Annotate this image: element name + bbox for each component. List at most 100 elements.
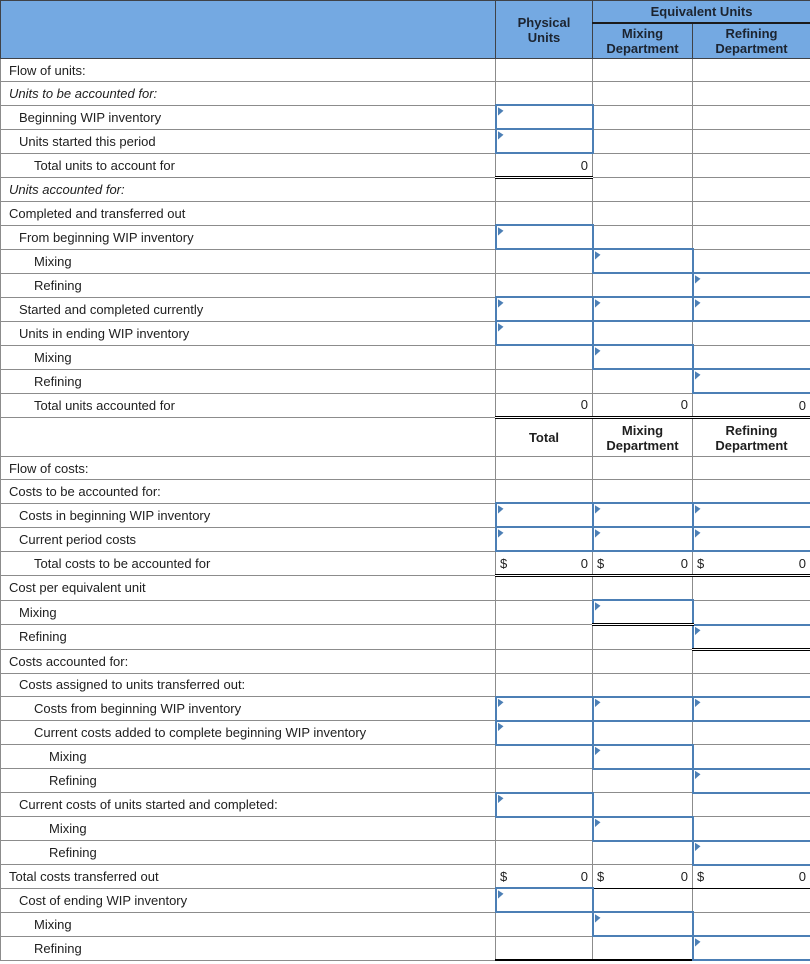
input-cell[interactable] — [496, 793, 593, 817]
input-marker-icon — [695, 938, 701, 947]
input-marker-icon — [498, 723, 504, 732]
empty-cell — [693, 202, 810, 226]
empty-cell — [496, 59, 593, 82]
table-row: Refining — [1, 273, 810, 297]
total-value: 0 — [799, 556, 806, 571]
input-cell[interactable] — [693, 369, 810, 393]
empty-cell — [496, 600, 593, 625]
empty-cell — [496, 178, 593, 202]
input-cell[interactable] — [693, 936, 810, 960]
empty-cell — [496, 480, 593, 504]
input-cell[interactable] — [693, 697, 810, 721]
input-cell[interactable] — [693, 527, 810, 551]
input-cell[interactable] — [496, 297, 593, 321]
empty-cell — [693, 649, 810, 673]
input-marker-icon — [595, 299, 601, 308]
table-row: Refining — [1, 369, 810, 393]
empty-cell — [593, 369, 693, 393]
cutoff-cell — [693, 960, 810, 964]
input-marker-icon — [498, 107, 504, 116]
input-marker-icon — [695, 529, 701, 538]
total-value: 0 — [581, 397, 588, 412]
total-value: 0 — [681, 556, 688, 571]
total-value: 0 — [581, 556, 588, 571]
input-marker-icon — [695, 627, 701, 636]
input-cell[interactable] — [496, 697, 593, 721]
input-cell[interactable] — [693, 297, 810, 321]
input-cell[interactable] — [693, 273, 810, 297]
cutoff-cell — [1, 960, 496, 964]
input-cell[interactable] — [593, 600, 693, 625]
row-label: Costs in beginning WIP inventory — [1, 503, 496, 527]
row-label: Costs assigned to units transferred out: — [1, 673, 496, 697]
total-cell: 0 — [593, 393, 693, 418]
input-cell[interactable] — [496, 129, 593, 153]
input-marker-icon — [498, 131, 504, 140]
input-cell[interactable] — [593, 503, 693, 527]
total-value: 0 — [799, 869, 806, 884]
input-cell[interactable] — [693, 769, 810, 793]
input-cell[interactable] — [593, 527, 693, 551]
table-row: Units accounted for: — [1, 178, 810, 202]
input-cell[interactable] — [496, 503, 593, 527]
empty-cell — [693, 817, 810, 841]
row-label: Total units accounted for — [1, 393, 496, 418]
input-cell[interactable] — [593, 817, 693, 841]
input-cell[interactable] — [693, 503, 810, 527]
input-cell[interactable] — [593, 697, 693, 721]
empty-cell — [593, 793, 693, 817]
row-label: Mixing — [1, 345, 496, 369]
total-cell: $0 — [496, 551, 593, 576]
row-label: Total costs transferred out — [1, 865, 496, 889]
table-row: Mixing — [1, 817, 810, 841]
input-cell[interactable] — [496, 527, 593, 551]
empty-cell — [496, 841, 593, 865]
input-cell[interactable] — [593, 912, 693, 936]
empty-cell — [496, 769, 593, 793]
table-row: Current period costs — [1, 527, 810, 551]
input-cell[interactable] — [593, 297, 693, 321]
table-row: Refining — [1, 936, 810, 960]
empty-cell — [593, 721, 693, 745]
input-cell[interactable] — [593, 249, 693, 273]
input-cell[interactable] — [693, 841, 810, 865]
input-marker-icon — [498, 299, 504, 308]
empty-cell — [593, 576, 693, 601]
input-cell[interactable] — [496, 721, 593, 745]
input-marker-icon — [695, 771, 701, 780]
input-cell[interactable] — [496, 105, 593, 129]
empty-cell — [593, 321, 693, 345]
table-row: Units started this period — [1, 129, 810, 153]
empty-cell — [593, 105, 693, 129]
empty-cell — [693, 888, 810, 912]
empty-cell — [693, 480, 810, 504]
table-row: From beginning WIP inventory — [1, 225, 810, 249]
row-label: Refining — [1, 769, 496, 793]
input-cell[interactable] — [496, 888, 593, 912]
empty-cell — [593, 841, 693, 865]
empty-cell — [693, 721, 810, 745]
input-marker-icon — [695, 275, 701, 284]
input-marker-icon — [695, 299, 701, 308]
header-spacer-cell — [1, 1, 496, 59]
input-cell[interactable] — [496, 321, 593, 345]
cutoff-row — [1, 960, 810, 964]
table-row: Units to be accounted for: — [1, 82, 810, 106]
currency-symbol: $ — [597, 556, 604, 571]
header-equivalent-units: Equivalent Units — [593, 1, 810, 24]
cutoff-cell — [496, 960, 593, 964]
input-cell[interactable] — [593, 745, 693, 769]
empty-cell — [693, 82, 810, 106]
table-row: Beginning WIP inventory — [1, 105, 810, 129]
row-label: Completed and transferred out — [1, 202, 496, 226]
input-cell[interactable] — [693, 625, 810, 650]
table-row: Mixing — [1, 249, 810, 273]
empty-cell — [496, 936, 593, 960]
currency-symbol: $ — [697, 869, 704, 884]
table-row: Mixing — [1, 745, 810, 769]
input-cell[interactable] — [496, 225, 593, 249]
empty-cell — [593, 82, 693, 106]
input-cell[interactable] — [593, 345, 693, 369]
empty-cell — [693, 59, 810, 82]
